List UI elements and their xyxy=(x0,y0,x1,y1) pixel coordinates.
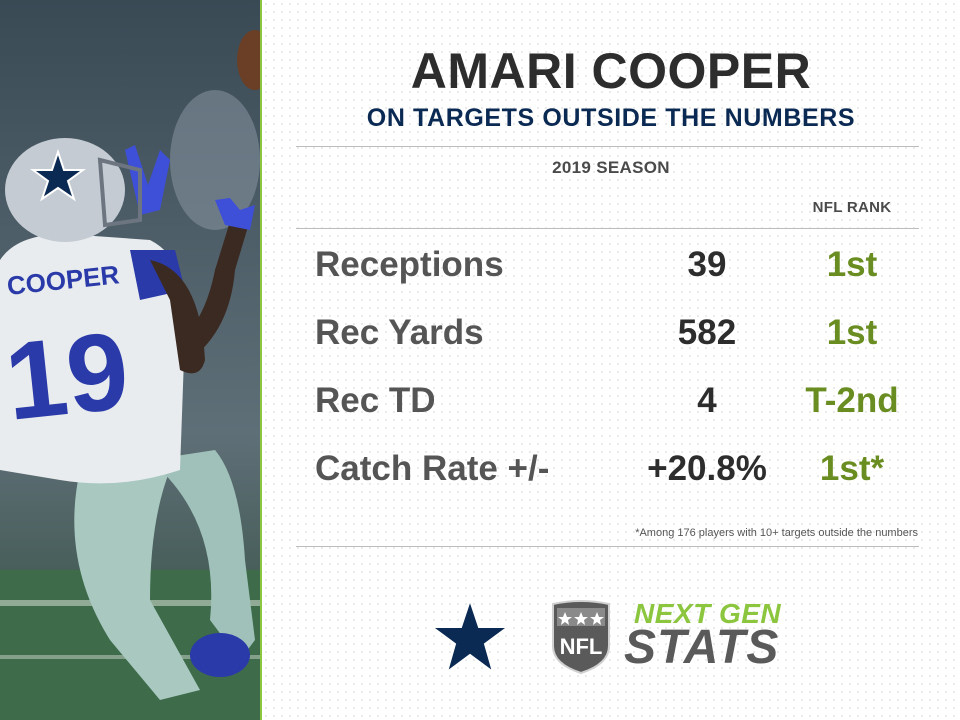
season-label: 2019 SEASON xyxy=(552,158,670,177)
nfl-shield-text: NFL xyxy=(560,634,603,659)
stat-label: Rec Yards xyxy=(315,313,484,352)
stats-panel: AMARI COOPER ON TARGETS OUTSIDE THE NUMB… xyxy=(262,0,960,720)
next-gen-stats-logo: NEXT GEN STATS xyxy=(624,598,824,674)
rank-column-header: NFL RANK xyxy=(812,199,892,216)
stat-value: +20.8% xyxy=(647,449,767,488)
stat-label: Receptions xyxy=(315,245,504,284)
player-photo: COOPER 19 xyxy=(0,0,260,720)
stat-rank: 1st* xyxy=(819,449,885,488)
stat-value: 582 xyxy=(677,313,737,352)
header-divider xyxy=(296,146,919,147)
stat-rank: 1st xyxy=(826,245,878,284)
stat-row-catch-rate: Catch Rate +/- +20.8% 1st* xyxy=(262,444,960,494)
page-title: AMARI COOPER xyxy=(410,43,812,99)
table-divider xyxy=(296,228,919,229)
stat-label: Catch Rate +/- xyxy=(315,449,550,488)
nfl-shield-icon: NFL xyxy=(549,598,613,679)
footnote: *Among 176 players with 10+ targets outs… xyxy=(635,527,918,539)
stats-text: STATS xyxy=(624,621,780,674)
stat-row-rec-yards: Rec Yards 582 1st xyxy=(262,308,960,358)
page-subtitle: ON TARGETS OUTSIDE THE NUMBERS xyxy=(366,104,856,132)
cowboys-star-icon xyxy=(428,596,512,679)
jersey-number: 19 xyxy=(0,309,134,444)
footer-divider xyxy=(296,546,919,547)
accent-divider xyxy=(260,0,262,720)
stat-label: Rec TD xyxy=(315,381,436,420)
stat-value: 4 xyxy=(697,381,717,420)
next-gen-text: NEXT GEN xyxy=(634,598,782,629)
stat-rank: 1st xyxy=(826,313,878,352)
stat-row-receptions: Receptions 39 1st xyxy=(262,240,960,290)
stat-row-rec-td: Rec TD 4 T-2nd xyxy=(262,376,960,426)
stat-value: 39 xyxy=(687,245,727,284)
stat-rank: T-2nd xyxy=(805,381,899,420)
